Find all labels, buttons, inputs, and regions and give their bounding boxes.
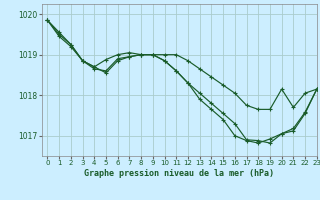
X-axis label: Graphe pression niveau de la mer (hPa): Graphe pression niveau de la mer (hPa) [84,169,274,178]
